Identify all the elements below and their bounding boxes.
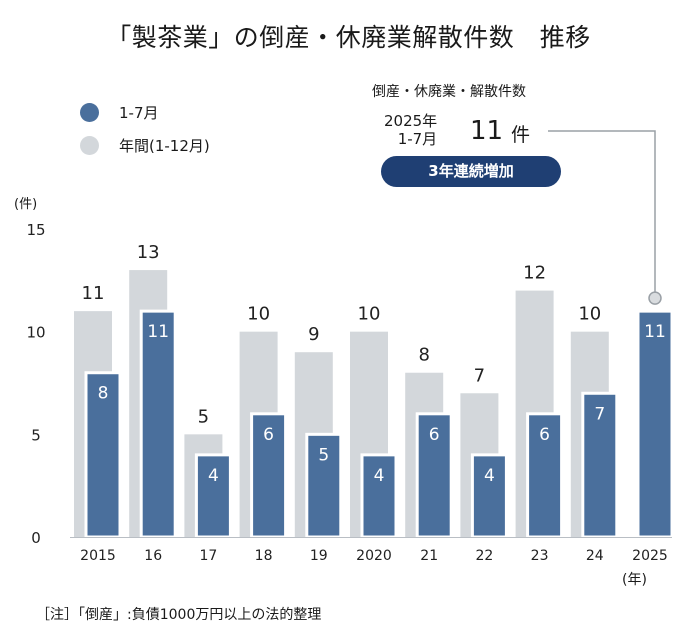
x-axis-year-suffix: (年)	[622, 572, 647, 588]
data-label-annual: 7	[474, 365, 485, 386]
data-label-partial-year: 8	[98, 384, 109, 404]
callout-marker	[648, 291, 662, 305]
x-tick-label: 23	[531, 548, 549, 564]
x-tick-label: 2025	[632, 548, 668, 564]
legend-label-partial-year: 1-7月	[119, 104, 159, 122]
callout-period-year: 2025年	[384, 112, 438, 130]
y-tick-label: 0	[31, 529, 41, 547]
data-label-annual: 9	[308, 324, 319, 345]
x-tick-label: 2020	[356, 548, 392, 564]
legend-label-annual: 年間(1-12月)	[119, 137, 210, 155]
callout-heading: 倒産・休廃業・解散件数	[372, 84, 526, 100]
legend-item-annual: 年間(1-12月)	[80, 135, 210, 156]
data-label-annual: 8	[418, 345, 429, 366]
callout-unit: 件	[511, 124, 531, 146]
x-tick-label: 21	[420, 548, 438, 564]
x-tick-label: 17	[199, 548, 217, 564]
y-tick-label: 5	[31, 426, 41, 444]
footnote: ［注］「倒産」:負債1000万円以上の法的整理	[36, 607, 322, 623]
data-label-annual: 13	[137, 242, 160, 263]
y-axis-unit-label: (件)	[14, 197, 38, 212]
data-label-annual: 10	[247, 304, 270, 325]
data-label-partial-year: 4	[208, 466, 219, 486]
data-label-partial-year: 11	[147, 322, 169, 342]
data-label-partial-year: 7	[594, 404, 605, 424]
data-label-annual: 11	[82, 283, 105, 304]
x-tick-label: 19	[310, 548, 328, 564]
callout-period: 2025年 1-7月	[384, 112, 437, 148]
data-label-partial-year: 5	[318, 445, 329, 465]
bar-partial-year	[139, 309, 177, 539]
callout-value: 11	[470, 116, 504, 146]
x-tick-label: 16	[144, 548, 162, 564]
data-label-partial-year: 6	[429, 425, 440, 445]
x-tick-label: 24	[586, 548, 604, 564]
bar-partial-year	[470, 453, 508, 539]
chart-title: 「製茶業」の倒産・休廃業解散件数 推移	[106, 23, 591, 52]
x-tick-label: 18	[255, 548, 273, 564]
data-label-annual: 5	[198, 406, 209, 427]
legend-swatch-partial-year	[80, 103, 99, 122]
x-tick-label: 2015	[80, 548, 116, 564]
bar-chart: 0 5 10 15 11 8 2015 13 11 16 5 4 17 10 6 18 9 5 19 10 4 2020 8…	[26, 130, 674, 564]
y-tick-label: 15	[26, 221, 45, 239]
data-label-partial-year: 11	[644, 322, 666, 342]
legend-item-partial-year: 1-7月	[80, 102, 159, 123]
y-tick-label: 10	[26, 324, 45, 342]
legend-swatch-annual	[80, 136, 99, 155]
data-label-annual: 10	[358, 304, 381, 325]
callout-period-months: 1-7月	[397, 130, 438, 148]
bar-partial-year	[84, 371, 122, 539]
data-label-partial-year: 6	[263, 425, 274, 445]
bar-partial-year	[415, 412, 453, 539]
callout-leader-line	[548, 130, 656, 293]
data-label-annual: 12	[523, 263, 546, 284]
bar-partial-year	[360, 453, 398, 539]
data-label-partial-year: 6	[539, 425, 550, 445]
data-label-partial-year: 4	[484, 466, 495, 486]
data-label-partial-year: 4	[374, 466, 385, 486]
callout-badge: 3年連続増加	[381, 156, 561, 187]
x-tick-label: 22	[475, 548, 493, 564]
bar-partial-year	[636, 309, 674, 539]
data-label-annual: 10	[578, 304, 601, 325]
